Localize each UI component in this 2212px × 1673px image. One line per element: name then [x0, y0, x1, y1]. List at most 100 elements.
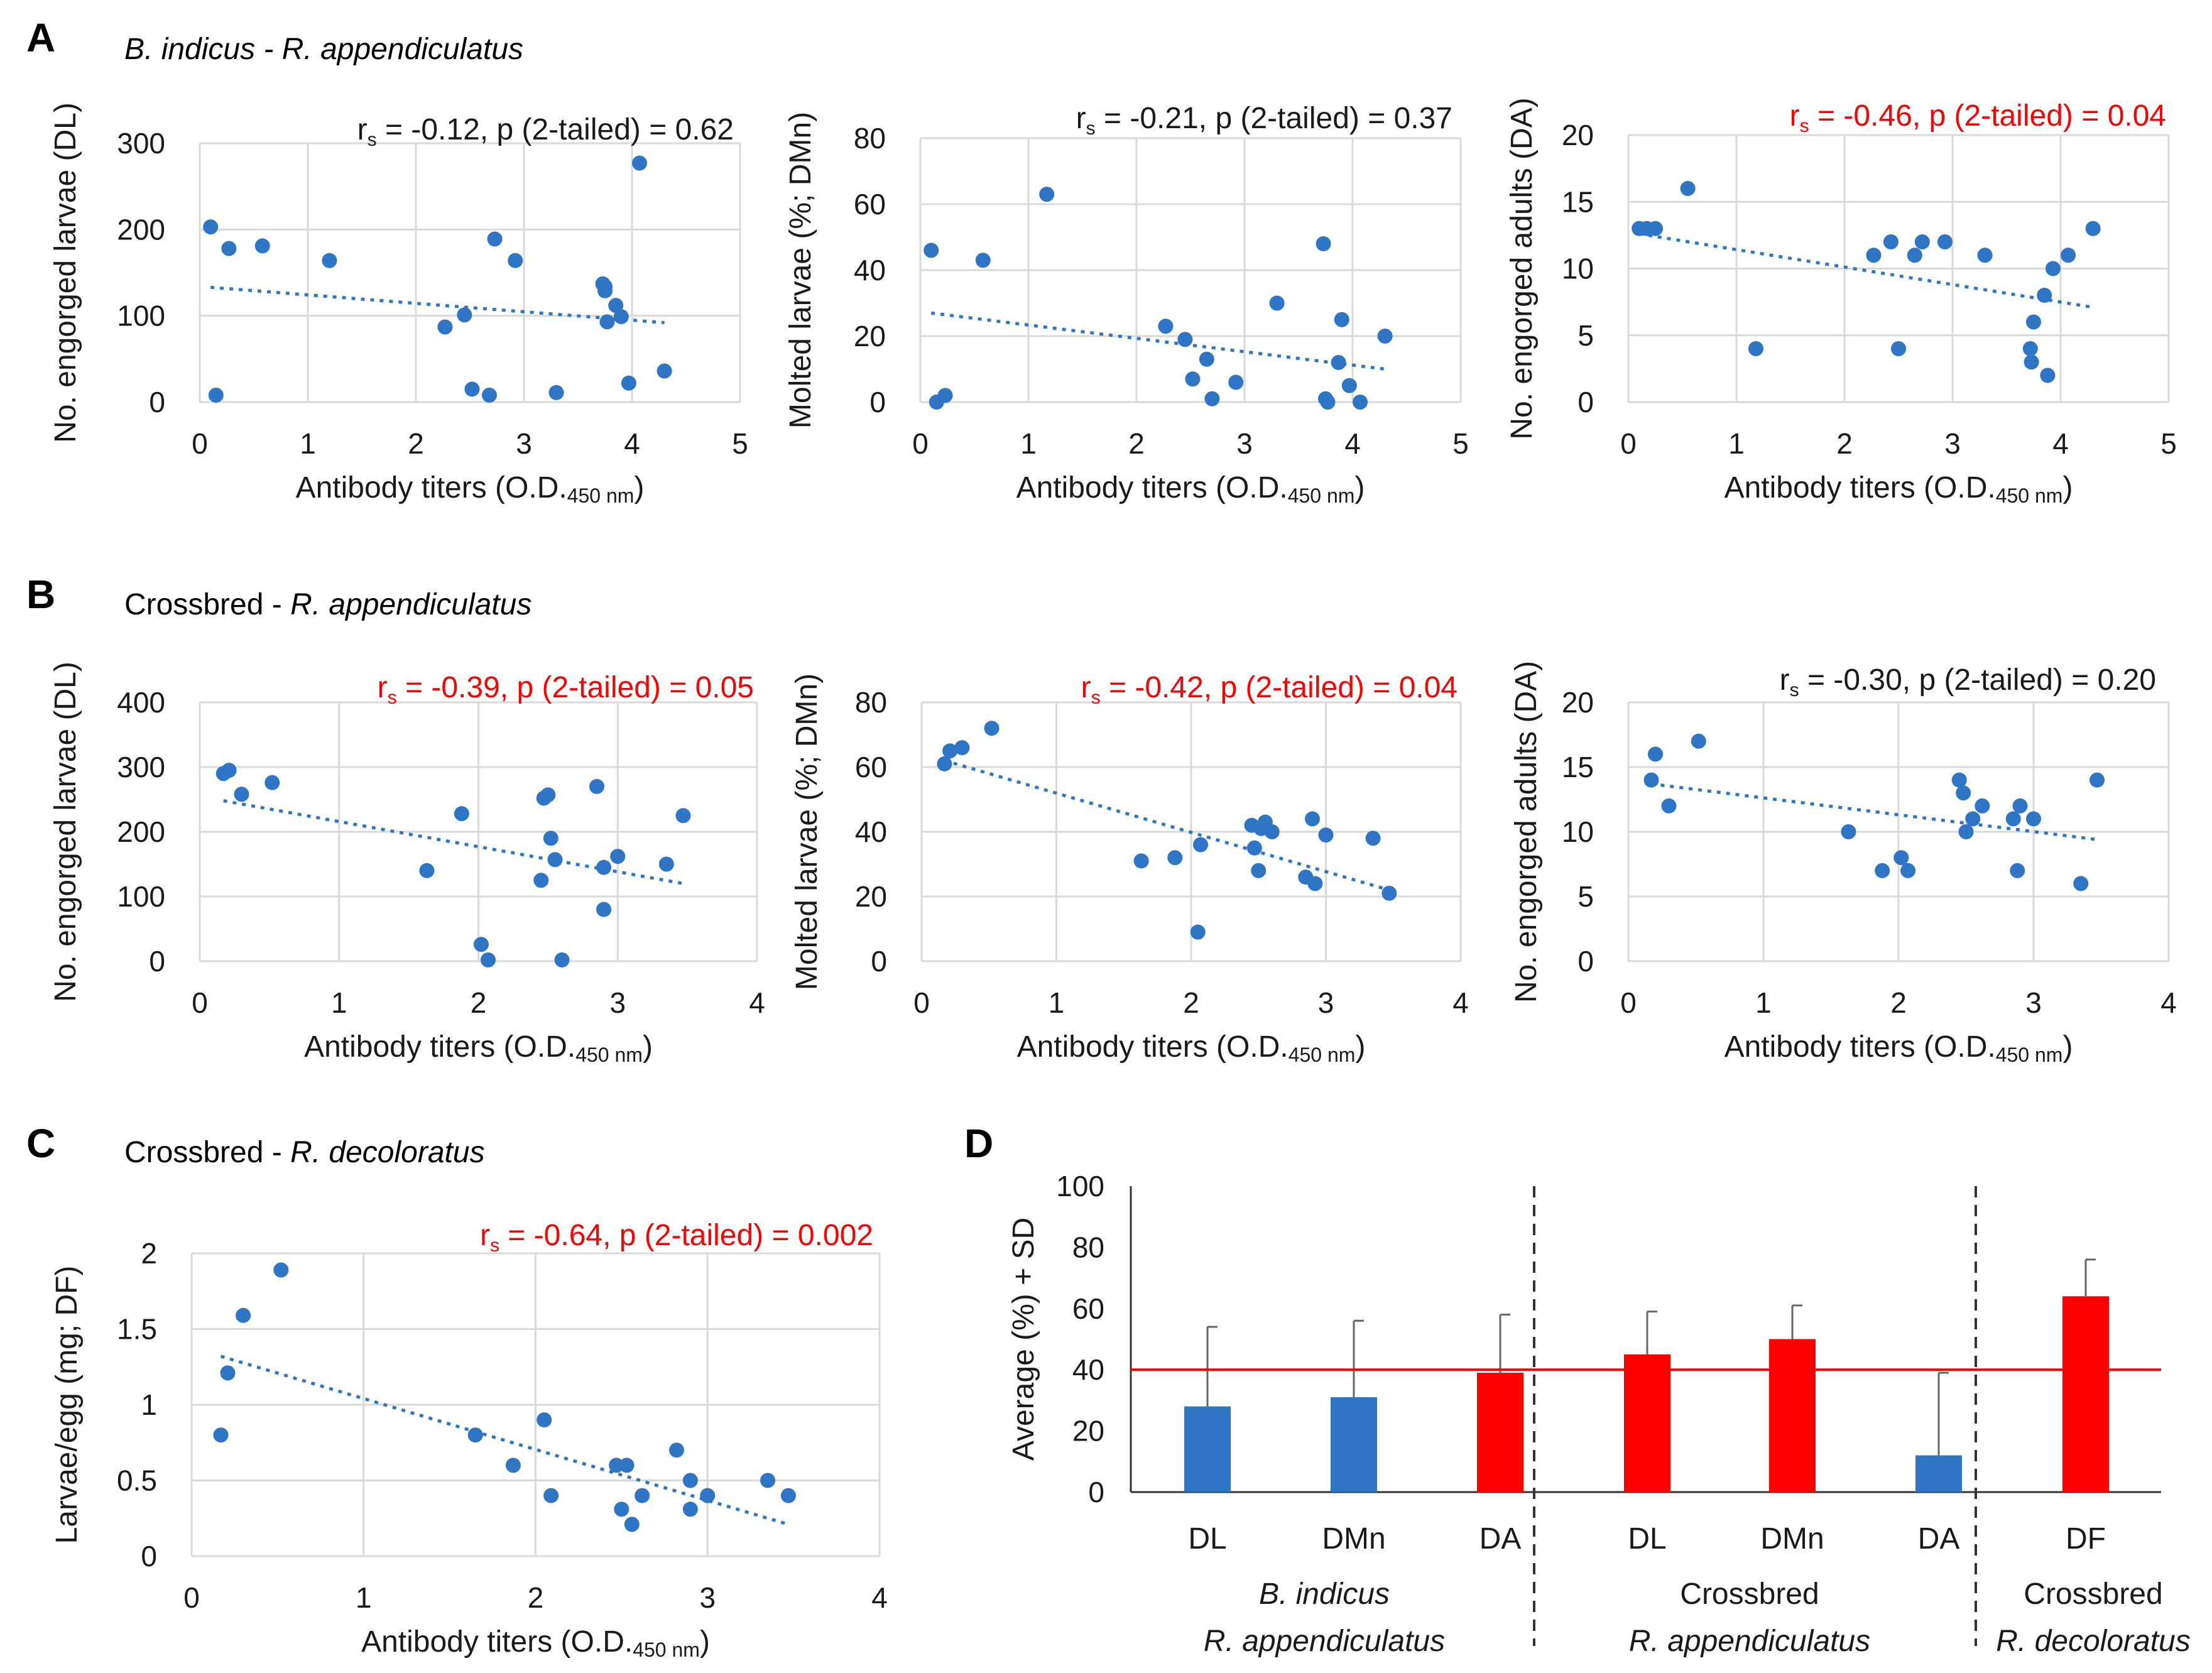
x-tick-label: 3	[699, 1581, 716, 1614]
data-point	[937, 756, 952, 771]
x-tick-label: 1	[356, 1581, 372, 1614]
bar	[1915, 1455, 1962, 1492]
y-axis-label: No. engorged larvae (DL)	[49, 102, 82, 443]
y-axis-label: Average (%) + SD	[1007, 1218, 1040, 1461]
data-point	[1190, 924, 1206, 940]
category-label: DL	[1188, 1522, 1226, 1556]
trendline	[210, 285, 665, 325]
x-tick-label: 5	[732, 427, 748, 460]
correlation-stat: rs = -0.64, p (2-tailed) = 0.002	[480, 1219, 873, 1256]
group-label-line1: Crossbred	[1680, 1578, 1819, 1611]
data-point	[1246, 840, 1262, 856]
y-tick-label: 0	[871, 945, 887, 978]
y-tick-label: 60	[1072, 1292, 1104, 1325]
y-tick-label: 400	[117, 686, 165, 719]
data-point	[984, 721, 1000, 736]
correlation-stat: rs = -0.39, p (2-tailed) = 0.05	[378, 671, 754, 708]
x-tick-label: 1	[300, 427, 316, 460]
y-tick-label: 15	[1562, 185, 1594, 218]
y-tick-label: 0	[149, 945, 165, 978]
x-tick-label: 0	[1620, 986, 1637, 1019]
x-axis-label: Antibody titers (O.D.450 nm)	[361, 1625, 710, 1661]
correlation-stat: rs = -0.42, p (2-tailed) = 0.04	[1081, 671, 1457, 708]
x-tick-label: 0	[192, 427, 208, 460]
group-label-line2: R. appendiculatus	[1629, 1625, 1870, 1658]
y-tick-label: 1.5	[117, 1313, 157, 1346]
data-point	[1643, 772, 1659, 788]
data-point	[264, 775, 280, 790]
data-point	[2045, 261, 2061, 276]
data-point	[1251, 863, 1267, 878]
data-point	[1316, 236, 1331, 251]
y-tick-label: 100	[1056, 1170, 1104, 1202]
trendline	[930, 311, 1385, 371]
data-point	[613, 309, 629, 325]
category-label: DA	[1479, 1522, 1522, 1556]
data-point	[1264, 824, 1280, 839]
data-point	[760, 1473, 776, 1488]
data-point	[1875, 863, 1890, 878]
x-tick-label: 3	[1236, 427, 1253, 460]
y-tick-label: 20	[854, 320, 886, 352]
bar	[2062, 1296, 2109, 1492]
data-point	[942, 743, 958, 759]
x-tick-label: 1	[331, 986, 347, 1019]
x-tick-label: 4	[624, 427, 640, 460]
y-tick-label: 5	[1577, 880, 1594, 913]
data-point	[236, 1307, 251, 1323]
data-point	[1039, 187, 1055, 202]
x-tick-label: 3	[516, 427, 532, 460]
data-point	[2012, 798, 2028, 814]
y-axis-label: No. engorged adults (DA)	[1505, 97, 1539, 439]
data-point	[1891, 341, 1906, 356]
group-label-line1: Crossbred	[2024, 1578, 2162, 1611]
data-point	[596, 902, 612, 917]
x-tick-label: 2	[408, 427, 424, 460]
data-point	[682, 1501, 698, 1517]
data-point	[437, 319, 453, 335]
category-label: DL	[1628, 1522, 1666, 1556]
y-tick-label: 300	[117, 127, 165, 160]
x-tick-label: 5	[1452, 427, 1469, 460]
data-point	[537, 1412, 552, 1428]
data-point	[668, 1442, 684, 1458]
trendline	[944, 759, 1390, 892]
x-tick-label: 3	[2025, 986, 2042, 1019]
correlation-stat: rs = -0.46, p (2-tailed) = 0.04	[1790, 99, 2166, 136]
data-point	[1158, 319, 1174, 334]
data-point	[2026, 314, 2041, 330]
x-tick-label: 2	[528, 1581, 544, 1614]
category-label: DF	[2066, 1522, 2106, 1556]
data-point	[1975, 798, 1990, 814]
data-point	[2040, 368, 2056, 383]
scatter-chart-c-larvae-egg: 0 1 2 3 4 0 0.5 1 1.5 2 rs = -0.64, p (2-tailed) =…	[50, 1219, 888, 1661]
data-point	[1307, 876, 1323, 891]
x-tick-label: 5	[2160, 427, 2177, 460]
data-point	[635, 1488, 650, 1503]
y-tick-label: 80	[854, 122, 886, 155]
bar	[1184, 1406, 1231, 1492]
x-tick-label: 4	[749, 986, 765, 1019]
data-point	[208, 388, 224, 403]
y-tick-label: 40	[855, 815, 887, 848]
x-tick-label: 2	[1128, 427, 1145, 460]
data-point	[554, 952, 570, 967]
x-tick-label: 4	[871, 1581, 888, 1614]
data-point	[221, 763, 237, 778]
y-axis-label: No. engorged larvae (DL)	[49, 662, 82, 1002]
x-tick-label: 4	[1452, 986, 1469, 1019]
y-tick-label: 10	[1562, 253, 1594, 285]
data-point	[1914, 234, 1930, 249]
data-point	[273, 1262, 289, 1278]
data-point	[2073, 876, 2089, 891]
x-tick-label: 2	[1836, 427, 1853, 460]
data-point	[1341, 378, 1357, 393]
x-tick-label: 1	[1049, 986, 1065, 1019]
data-point	[1748, 341, 1763, 356]
y-tick-label: 60	[854, 188, 886, 221]
data-point	[457, 307, 472, 323]
data-point	[608, 298, 624, 313]
scatter-chart-b-adults: 0 1 2 3 4 0 5 10 15 20 rs = -0.30, p (2-tailed) = …	[1510, 661, 2177, 1066]
x-tick-label: 0	[183, 1581, 200, 1614]
